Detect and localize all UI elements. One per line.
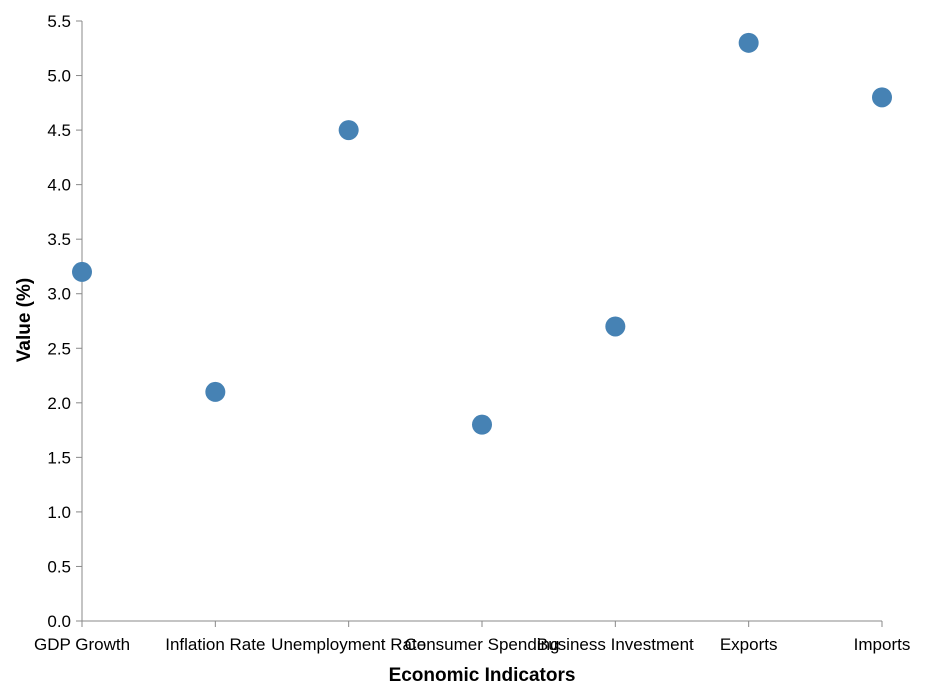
data-point: [472, 414, 492, 435]
data-point: [72, 261, 92, 282]
x-tick-label: Imports: [854, 635, 911, 654]
x-tick-label: Unemployment Rate: [271, 635, 426, 654]
x-axis: GDP Growth Inflation Rate Unemployment Rat…: [34, 620, 911, 654]
data-point: [872, 87, 892, 108]
data-point: [738, 32, 759, 53]
y-axis-title: Value (%): [14, 278, 35, 362]
data-point: [205, 381, 226, 402]
y-tick-label: 4.5: [47, 121, 71, 140]
x-axis-title: Economic Indicators: [389, 665, 576, 686]
y-tick-label: 1.0: [47, 503, 71, 522]
y-tick-label: 1.5: [47, 448, 71, 467]
y-tick-label: 2.5: [47, 339, 71, 358]
data-point: [605, 316, 626, 337]
y-tick-label: 3.0: [47, 285, 71, 304]
y-tick-label: 0.0: [47, 612, 71, 631]
y-tick-label: 5.5: [47, 12, 71, 31]
x-tick-label: Inflation Rate: [165, 635, 265, 654]
x-tick-label: Business Investment: [537, 635, 694, 654]
y-axis: 0.0 0.5 1.0 1.5 2.0 2.5 3.0 3.5 4.0 4.5 5.0 5.5: [47, 12, 83, 631]
y-tick-label: 3.5: [47, 230, 71, 249]
x-tick-label: Exports: [720, 635, 778, 654]
data-point: [338, 120, 359, 141]
y-tick-label: 5.0: [47, 67, 71, 86]
y-tick-label: 2.0: [47, 394, 71, 413]
x-tick-label: GDP Growth: [34, 635, 130, 654]
y-tick-label: 4.0: [47, 176, 71, 195]
y-tick-label: 0.5: [47, 557, 71, 576]
data-points: [72, 32, 892, 435]
x-tick-label: Consumer Spending: [405, 635, 560, 654]
